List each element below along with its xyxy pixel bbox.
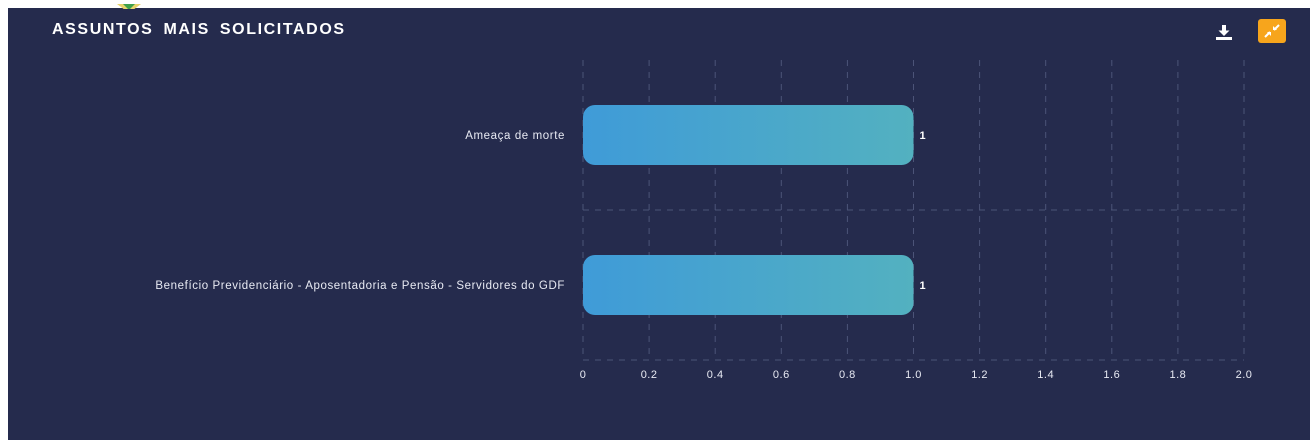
download-button[interactable]	[1212, 22, 1236, 42]
x-tick-label: 1.8	[1170, 369, 1187, 381]
x-tick-label: 0.8	[839, 369, 856, 381]
x-tick-label: 1.2	[971, 369, 988, 381]
x-tick-label: 1.6	[1103, 369, 1120, 381]
x-tick-label: 0.2	[641, 369, 658, 381]
page-title: ASSUNTOS MAIS SOLICITADOS	[52, 21, 346, 38]
x-tick-label: 2.0	[1236, 369, 1253, 381]
logo-icon	[113, 0, 145, 9]
x-tick-label: 0.4	[707, 369, 724, 381]
x-tick-label: 0.6	[773, 369, 790, 381]
chart-panel	[8, 8, 1310, 440]
bar[interactable]	[583, 255, 914, 315]
bar[interactable]	[583, 105, 914, 165]
collapse-arrows-icon	[1264, 24, 1280, 38]
download-icon	[1216, 25, 1232, 40]
category-label: Benefício Previdenciário - Aposentadoria…	[155, 280, 565, 292]
value-label: 1	[920, 130, 926, 142]
value-label: 1	[920, 280, 926, 292]
x-tick-label: 1.4	[1037, 369, 1054, 381]
category-label: Ameaça de morte	[465, 130, 565, 142]
x-tick-label: 1.0	[905, 369, 922, 381]
collapse-button[interactable]	[1258, 19, 1286, 43]
x-tick-label: 0	[580, 369, 587, 381]
